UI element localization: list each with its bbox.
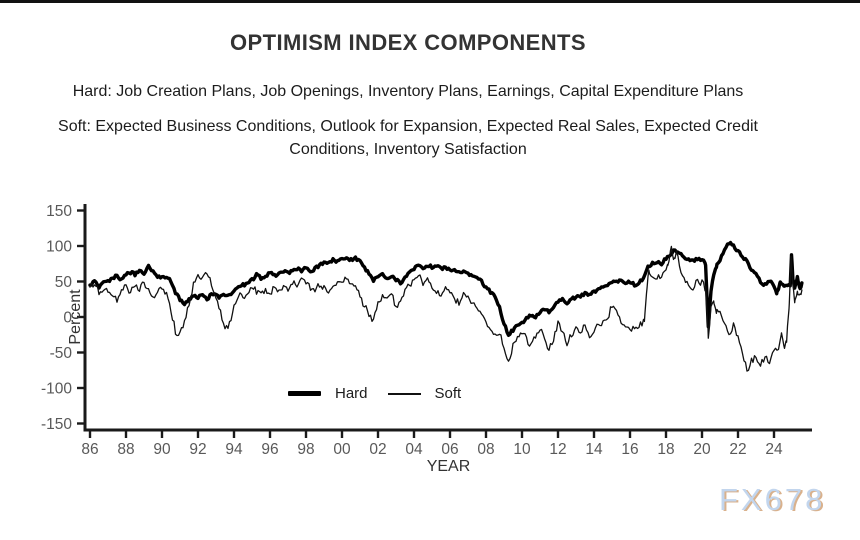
svg-text:12: 12 (549, 441, 566, 458)
svg-text:0: 0 (63, 310, 72, 327)
x-axis-label: YEAR (426, 458, 471, 475)
svg-text:16: 16 (621, 441, 638, 458)
svg-text:50: 50 (55, 274, 73, 291)
svg-text:88: 88 (117, 441, 134, 458)
svg-text:24: 24 (765, 441, 783, 458)
svg-text:06: 06 (441, 441, 458, 458)
svg-text:96: 96 (261, 441, 278, 458)
svg-text:-150: -150 (41, 416, 72, 433)
svg-text:86: 86 (81, 441, 98, 458)
legend-label-soft: Soft (434, 385, 462, 402)
svg-text:-50: -50 (50, 345, 73, 362)
svg-text:04: 04 (405, 441, 423, 458)
svg-text:20: 20 (693, 441, 711, 458)
svg-text:02: 02 (369, 441, 386, 458)
svg-text:18: 18 (657, 441, 674, 458)
svg-text:-100: -100 (41, 381, 72, 398)
svg-text:08: 08 (477, 441, 494, 458)
svg-text:98: 98 (297, 441, 314, 458)
svg-text:92: 92 (189, 441, 206, 458)
subtitle-hard-components: Hard: Job Creation Plans, Job Openings, … (72, 83, 744, 100)
y-axis-label: Percent (67, 289, 84, 345)
legend-line-hard-swatch (288, 391, 321, 396)
svg-text:22: 22 (729, 441, 746, 458)
svg-text:90: 90 (153, 441, 171, 458)
fx678-watermark: FX678 (719, 482, 826, 517)
legend-label-hard: Hard (335, 385, 368, 402)
chart-title: OPTIMISM INDEX COMPONENTS (230, 30, 586, 55)
svg-text:14: 14 (585, 441, 603, 458)
chart-legend: Hard Soft (288, 385, 467, 402)
svg-text:94: 94 (225, 441, 243, 458)
svg-text:00: 00 (333, 441, 351, 458)
legend-line-soft-swatch (387, 392, 421, 395)
svg-text:100: 100 (46, 239, 72, 256)
top-divider-rule (0, 0, 860, 3)
subtitle-soft-components: Soft: Expected Business Conditions, Outl… (58, 118, 758, 158)
svg-text:10: 10 (513, 441, 531, 458)
svg-text:150: 150 (46, 203, 72, 220)
